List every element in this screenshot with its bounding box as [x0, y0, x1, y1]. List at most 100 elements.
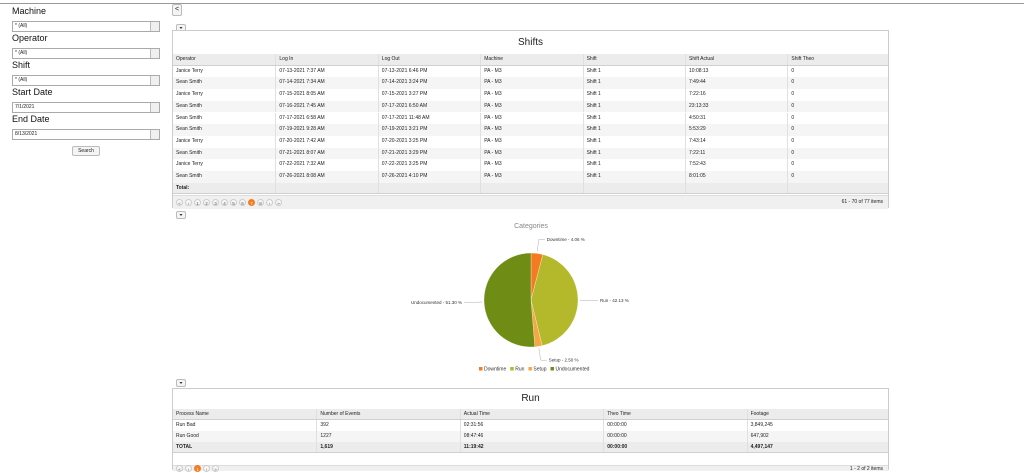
filter-input[interactable]: * (All) — [12, 21, 160, 32]
data-label: Downtime - 4.06 % — [547, 237, 585, 242]
page-number[interactable]: 8 — [257, 199, 264, 206]
pager-nav[interactable]: › — [266, 199, 273, 206]
page-number[interactable]: 7 — [248, 199, 255, 206]
legend-swatch — [528, 367, 532, 371]
cell: 07-26-2021 8:08 AM — [275, 171, 377, 183]
cell: 00:00:00 — [603, 442, 746, 452]
filter-value: * (All) — [15, 76, 27, 85]
data-label: Undocumented - 51.30 % — [411, 300, 462, 305]
page-number[interactable]: 2 — [203, 199, 210, 206]
legend-label: Undocumented — [556, 367, 590, 373]
cell: Machine — [480, 54, 582, 65]
total-label: Total: — [173, 183, 189, 195]
cell: 00:00:00 — [603, 420, 746, 431]
cell: Shift 1 — [583, 89, 685, 101]
cell: 07-21-2021 8:07 AM — [275, 148, 377, 160]
pager-nav[interactable]: « — [176, 199, 183, 206]
cell: Janice Terry — [173, 89, 275, 101]
calendar-icon[interactable] — [150, 103, 159, 112]
page-number[interactable]: 5 — [230, 199, 237, 206]
cell: Sean Smith — [173, 101, 275, 113]
filter-input[interactable]: 7/1/2021 — [12, 102, 160, 113]
dropdown-arrow[interactable] — [150, 49, 159, 58]
cell: Log Out — [378, 54, 480, 65]
pager: «‹1›»1 - 2 of 2 items — [173, 465, 888, 471]
filter-label: Shift — [12, 60, 30, 70]
cell: Shift 1 — [583, 77, 685, 89]
cell: Shift 1 — [583, 66, 685, 78]
filter-input[interactable]: * (All) — [12, 75, 160, 86]
cell: Actual Time — [460, 409, 603, 419]
cell: 0 — [787, 77, 889, 89]
cell: Shift Theo — [787, 54, 889, 65]
search-button[interactable]: Search — [72, 146, 100, 156]
expand-toggle[interactable] — [176, 379, 186, 387]
cell: Run Bad — [173, 420, 316, 431]
cell: 07-22-2021 3:25 PM — [378, 159, 480, 171]
dropdown-arrow[interactable] — [150, 76, 159, 85]
cell: Sean Smith — [173, 77, 275, 89]
panel-title: Shifts — [173, 31, 888, 54]
data-label: Run - 42.13 % — [600, 298, 629, 303]
cell: Shift 1 — [583, 136, 685, 148]
pager-nav[interactable]: » — [275, 199, 282, 206]
cell: Shift 1 — [583, 113, 685, 125]
cell: Shift Actual — [685, 54, 787, 65]
page-number[interactable]: 3 — [212, 199, 219, 206]
cell: 07-14-2021 3:24 PM — [378, 77, 480, 89]
filter-value: * (All) — [15, 49, 27, 58]
panel-title: Run — [173, 389, 888, 409]
cell: 07-15-2021 3:27 PM — [378, 89, 480, 101]
legend-swatch — [551, 367, 555, 371]
cell: Shift 1 — [583, 148, 685, 160]
calendar-icon[interactable] — [150, 130, 159, 139]
cell: TOTAL — [173, 442, 316, 452]
cell: 07-26-2021 4:10 PM — [378, 171, 480, 183]
cell: PA - M3 — [480, 148, 582, 160]
filter-value: * (All) — [15, 22, 27, 31]
cell: PA - M3 — [480, 171, 582, 183]
collapse-button[interactable]: < — [172, 4, 182, 16]
cell: Log In — [275, 54, 377, 65]
cell: PA - M3 — [480, 124, 582, 136]
page-number[interactable]: 6 — [239, 199, 246, 206]
pager-nav[interactable]: « — [176, 465, 183, 472]
cell: PA - M3 — [480, 89, 582, 101]
filter-input[interactable]: * (All) — [12, 48, 160, 59]
cell — [480, 183, 582, 194]
page-number[interactable]: 4 — [221, 199, 228, 206]
page-number[interactable]: 1 — [194, 199, 201, 206]
pager-nav[interactable]: ‹ — [185, 199, 192, 206]
cell: Footage — [747, 409, 890, 419]
cell: 11:19:42 — [460, 442, 603, 452]
pager-nav[interactable]: › — [203, 465, 210, 472]
cell: 0 — [787, 148, 889, 160]
page-number[interactable]: 1 — [194, 465, 201, 472]
expand-toggle[interactable] — [176, 211, 186, 219]
cell: 07-17-2021 6:58 AM — [275, 113, 377, 125]
cell: Shift 1 — [583, 171, 685, 183]
legend-label: Setup — [533, 367, 546, 373]
pager-nav[interactable]: ‹ — [185, 465, 192, 472]
dropdown-arrow[interactable] — [150, 22, 159, 31]
filter-input[interactable]: 8/13/2021 — [12, 129, 160, 140]
cell: Sean Smith — [173, 171, 275, 183]
cell: 7:22:16 — [685, 89, 787, 101]
cell: 07-19-2021 9:28 AM — [275, 124, 377, 136]
cell: Sean Smith — [173, 124, 275, 136]
cell: Janice Terry — [173, 66, 275, 78]
cell: 07-17-2021 6:50 AM — [378, 101, 480, 113]
cell: Shift 1 — [583, 159, 685, 171]
cell — [787, 183, 889, 194]
cell — [685, 183, 787, 194]
pager-nav[interactable]: » — [212, 465, 219, 472]
cell: 02:31:56 — [460, 420, 603, 431]
cell: 07-16-2021 7:45 AM — [275, 101, 377, 113]
cell: PA - M3 — [480, 136, 582, 148]
cell: 647,902 — [747, 431, 890, 442]
